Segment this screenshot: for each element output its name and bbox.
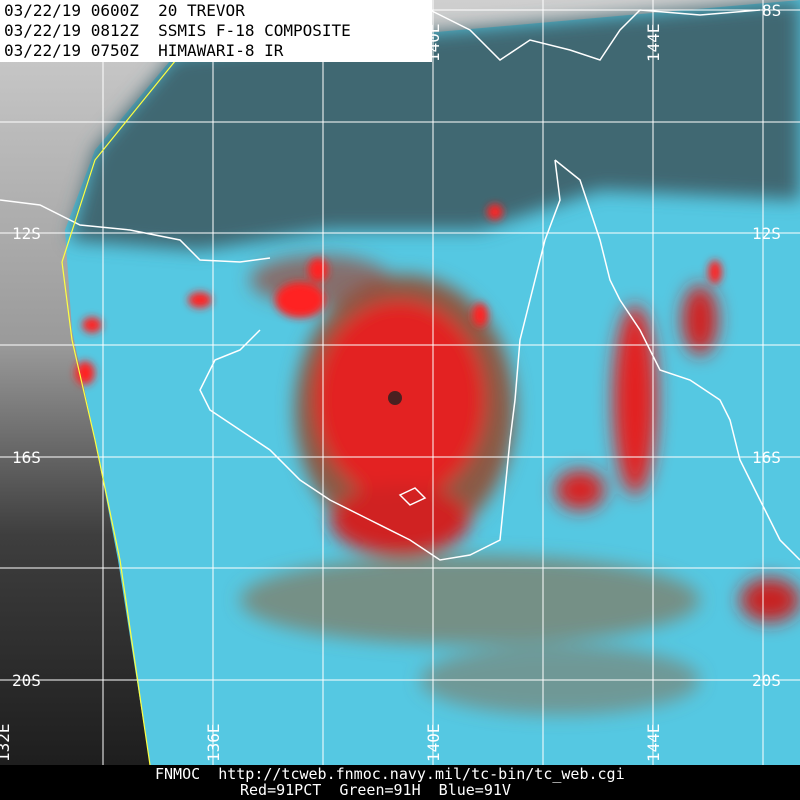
lon-label: 144E [644,23,663,62]
lon-label: 136E [204,723,223,762]
lat-label: 12S [752,224,781,243]
lat-label: 16S [752,448,781,467]
lat-label: 20S [12,671,41,690]
header-line: 03/22/19 0600Z 20 TREVOR [4,1,245,20]
footer-band [0,765,800,800]
coastline [0,9,800,561]
lat-label: 8S [762,1,781,20]
header-line: 03/22/19 0812Z SSMIS F-18 COMPOSITE [4,21,351,40]
lon-label: 144E [644,723,663,762]
lon-label: 140E [424,723,443,762]
header-line: 03/22/19 0750Z HIMAWARI-8 IR [4,41,284,60]
lat-label: 20S [752,671,781,690]
lon-label: 140E [424,23,443,62]
header-box [0,0,432,62]
lat-label: 12S [12,224,41,243]
footer-line: FNMOC http://tcweb.fnmoc.navy.mil/tc-bin… [155,765,625,783]
lon-label: 132E [0,723,13,762]
storm-eye [388,391,402,405]
grid [0,0,800,765]
swath-edge [61,54,181,766]
footer-line: Red=91PCT Green=91H Blue=91V [240,781,511,799]
lat-label: 16S [12,448,41,467]
